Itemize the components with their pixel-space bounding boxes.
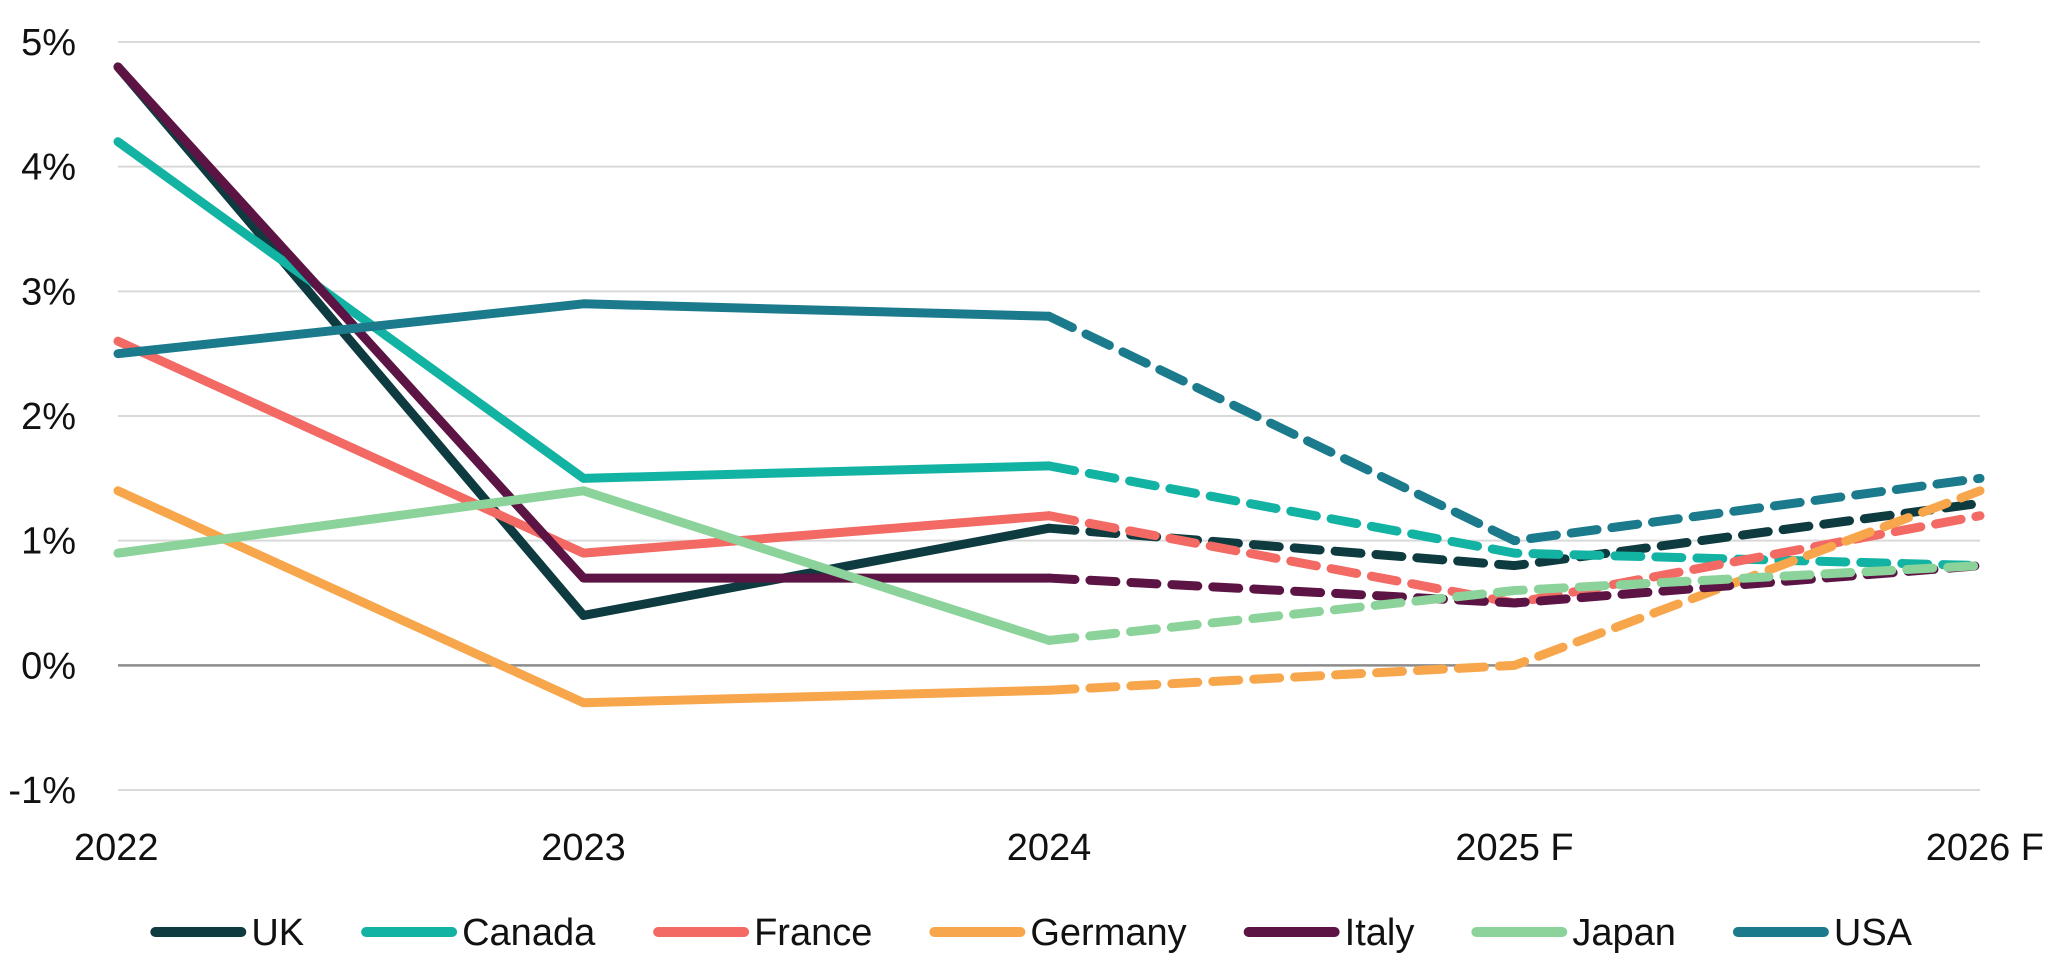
x-tick-label: 2026 F <box>1926 827 2044 869</box>
y-tick-label: 0% <box>21 645 76 687</box>
series-france <box>118 341 1980 603</box>
y-axis-tick-labels: -1% 0% 1% 2% 3% 4% 5% <box>8 22 76 812</box>
legend-label: Italy <box>1345 912 1415 954</box>
y-tick-label: 1% <box>21 521 76 563</box>
x-tick-label: 2024 <box>1007 827 1092 869</box>
x-tick-label: 2023 <box>541 827 626 869</box>
y-tick-label: 5% <box>21 22 76 64</box>
series-germany <box>118 491 1980 703</box>
legend-item-uk: UK <box>155 912 304 954</box>
y-tick-label: 3% <box>21 271 76 313</box>
series-line-forecast <box>1049 316 1980 540</box>
legend-label: USA <box>1834 912 1913 954</box>
line-chart: -1% 0% 1% 2% 3% 4% 5% 2022 2023 2024 2025 F 2026 F… <box>0 0 2068 965</box>
series-line-actual <box>118 341 1049 553</box>
y-tick-label: 4% <box>21 147 76 189</box>
legend-item-germany: Germany <box>934 912 1186 954</box>
gridlines <box>118 42 1980 790</box>
chart-container: -1% 0% 1% 2% 3% 4% 5% 2022 2023 2024 2025 F 2026 F… <box>0 0 2068 965</box>
legend-item-italy: Italy <box>1249 912 1415 954</box>
series-italy <box>118 67 1980 603</box>
series-line-actual <box>118 304 1049 354</box>
legend-item-japan: Japan <box>1476 912 1676 954</box>
legend: UK Canada France Germany Italy Japan USA <box>155 912 1912 954</box>
legend-label: Germany <box>1030 912 1186 954</box>
legend-label: UK <box>251 912 304 954</box>
series-line-forecast <box>1049 466 1980 566</box>
x-tick-label: 2022 <box>74 827 159 869</box>
y-tick-label: 2% <box>21 396 76 438</box>
legend-item-france: France <box>658 912 872 954</box>
legend-label: France <box>754 912 872 954</box>
x-axis-tick-labels: 2022 2023 2024 2025 F 2026 F <box>74 827 2044 869</box>
y-tick-label: -1% <box>8 770 76 812</box>
legend-label: Japan <box>1572 912 1676 954</box>
series-line-actual <box>118 67 1049 578</box>
series-canada <box>118 142 1980 566</box>
x-tick-label: 2025 F <box>1455 827 1573 869</box>
legend-item-canada: Canada <box>366 912 596 954</box>
legend-item-usa: USA <box>1738 912 1913 954</box>
legend-label: Canada <box>462 912 596 954</box>
series-lines <box>118 67 1980 703</box>
